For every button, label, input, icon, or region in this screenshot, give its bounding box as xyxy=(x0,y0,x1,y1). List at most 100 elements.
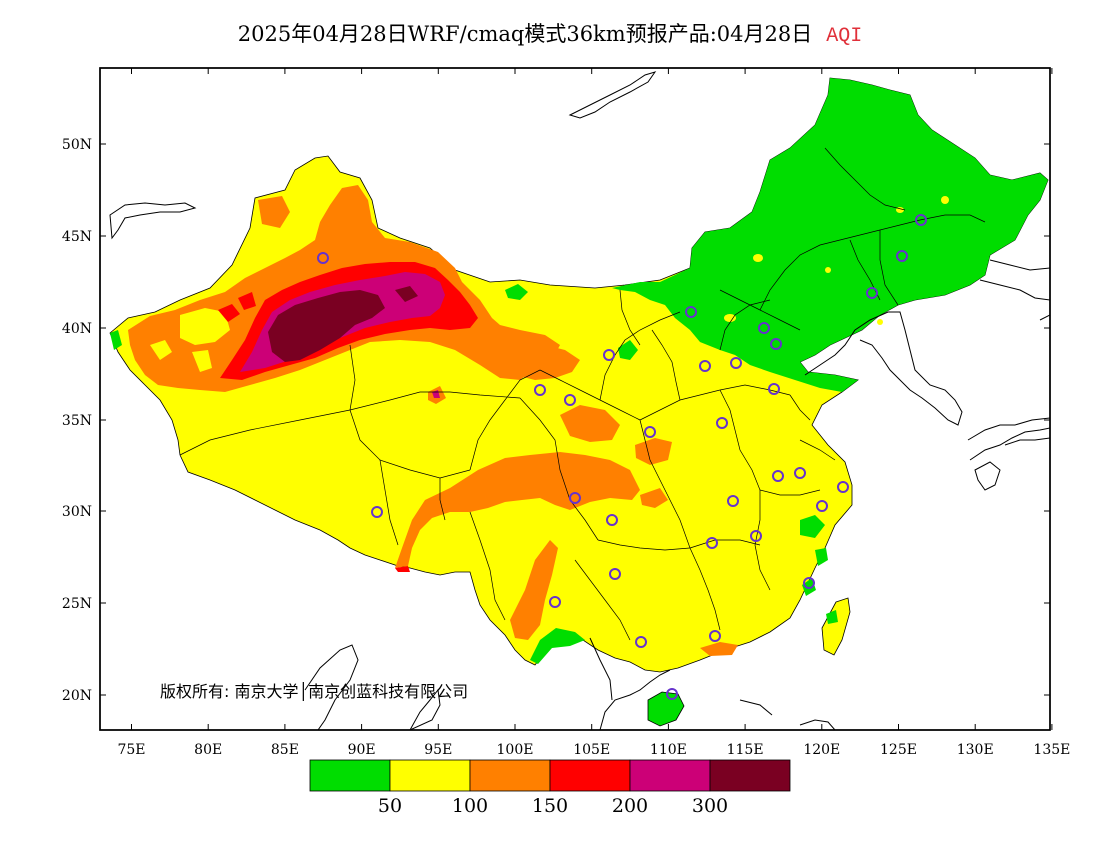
station-marker xyxy=(758,322,770,334)
station-marker xyxy=(706,537,718,549)
station-marker xyxy=(609,568,621,580)
station-marker xyxy=(635,636,647,648)
aqi-legend: 50 100 150 200 300 xyxy=(309,759,791,817)
orange-spot xyxy=(700,642,738,656)
station-marker xyxy=(606,514,618,526)
green-patch-east xyxy=(815,548,828,566)
legend-swatch xyxy=(549,759,631,792)
station-marker xyxy=(750,530,762,542)
yellow-spot xyxy=(724,314,736,322)
station-marker xyxy=(564,394,576,406)
station-marker xyxy=(896,250,908,262)
station-marker xyxy=(317,252,329,264)
lat-label: 20N xyxy=(62,688,92,704)
longitude-axis: 75E 80E 85E 90E 95E 100E 105E 110E 115E 120E 125E 1… xyxy=(117,68,1070,758)
station-marker xyxy=(699,360,711,372)
legend-threshold: 100 xyxy=(452,795,488,817)
lon-label: 95E xyxy=(424,742,452,758)
lon-label: 105E xyxy=(573,742,610,758)
map-body: 版权所有: 南京大学│南京创蓝科技有限公司 xyxy=(109,71,1050,730)
station-marker xyxy=(770,338,782,350)
legend-swatch xyxy=(309,759,391,792)
legend-threshold: 50 xyxy=(378,795,402,817)
province-boundaries xyxy=(179,147,986,641)
yellow-hole xyxy=(150,340,172,360)
map-title: 2025年04月28日WRF/cmaq模式36km预报产品:04月28日 AQI xyxy=(0,18,1100,48)
orange-spot xyxy=(640,488,668,508)
legend-swatch xyxy=(709,759,791,792)
legend-swatch xyxy=(629,759,711,792)
latitude-axis: 20N 25N 30N 35N 40N 45N 50N xyxy=(62,137,1050,704)
lon-label: 120E xyxy=(803,742,840,758)
lon-label: 135E xyxy=(1033,742,1070,758)
lon-label: 90E xyxy=(348,742,376,758)
yellow-hole xyxy=(180,308,230,345)
station-marker xyxy=(837,481,849,493)
red-spot xyxy=(218,304,240,322)
lon-label: 85E xyxy=(271,742,299,758)
hazardous-core xyxy=(268,290,385,362)
yellow-spot xyxy=(753,254,763,262)
lat-label: 50N xyxy=(62,137,92,153)
map-border xyxy=(99,67,1051,731)
yellow-spot xyxy=(825,267,831,273)
station-marker xyxy=(716,417,728,429)
legend-swatch xyxy=(469,759,551,792)
legend-swatch xyxy=(389,759,471,792)
hainan-island xyxy=(647,691,685,727)
red-spot xyxy=(238,292,256,310)
hazardous-spot xyxy=(395,286,418,302)
station-marker xyxy=(915,214,927,226)
lat-label: 45N xyxy=(62,229,92,245)
orange-region-yunnan xyxy=(510,540,558,640)
legend-threshold: 300 xyxy=(692,795,728,817)
legend-threshold: 200 xyxy=(612,795,648,817)
title-variable: AQI xyxy=(826,25,863,48)
orange-spot xyxy=(635,438,672,465)
station-marker xyxy=(603,349,615,361)
green-patch xyxy=(618,340,638,360)
station-marker xyxy=(727,495,739,507)
station-marker xyxy=(569,492,581,504)
station-marker xyxy=(371,506,383,518)
lon-label: 115E xyxy=(727,742,764,758)
station-marker xyxy=(534,384,546,396)
lon-label: 80E xyxy=(194,742,222,758)
title-text: 2025年04月28日WRF/cmaq模式36km预报产品:04月28日 xyxy=(237,22,813,46)
station-marker xyxy=(709,630,721,642)
taiwan-island xyxy=(821,597,851,656)
station-marker xyxy=(866,287,878,299)
lat-label: 40N xyxy=(62,321,92,337)
red-spot xyxy=(395,566,410,572)
station-marker xyxy=(772,470,784,482)
orange-pocket xyxy=(258,196,290,228)
lat-label: 30N xyxy=(62,504,92,520)
green-patch-south xyxy=(530,628,585,664)
station-marker xyxy=(768,383,780,395)
station-markers xyxy=(317,214,927,700)
green-patch-west xyxy=(110,330,122,350)
taiwan-green-patch xyxy=(826,610,838,624)
lat-label: 35N xyxy=(62,413,92,429)
lat-label: 25N xyxy=(62,596,92,612)
station-marker xyxy=(549,596,561,608)
station-marker xyxy=(685,306,697,318)
station-marker xyxy=(794,467,806,479)
station-marker xyxy=(816,500,828,512)
lon-label: 100E xyxy=(497,742,534,758)
yellow-hole xyxy=(192,350,212,372)
orange-region-shaanxi xyxy=(560,405,620,442)
yellow-spot xyxy=(941,196,949,204)
green-patch xyxy=(505,284,528,300)
green-region-northeast xyxy=(612,78,1048,392)
yellow-spot xyxy=(877,319,883,325)
station-marker xyxy=(730,357,742,369)
legend-threshold: 150 xyxy=(532,795,568,817)
orange-region-gansu xyxy=(500,345,580,380)
lon-label: 110E xyxy=(650,742,687,758)
lon-label: 125E xyxy=(880,742,917,758)
lon-label: 130E xyxy=(957,742,994,758)
lon-label: 75E xyxy=(117,742,145,758)
neighbour-coastlines xyxy=(109,71,1050,730)
